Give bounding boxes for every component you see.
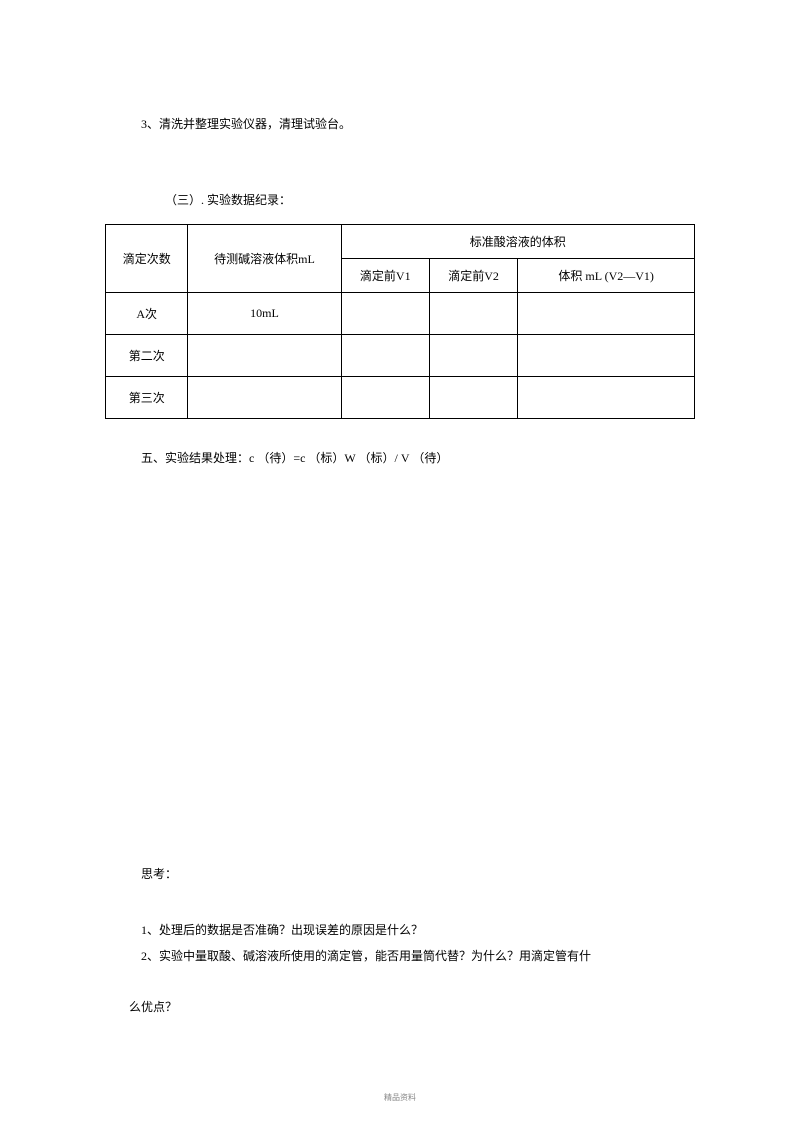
question-2-continued: 么优点？ — [105, 998, 695, 1016]
table-cell — [429, 293, 517, 335]
instruction-line: 3、清洗并整理实验仪器，清理试验台。 — [105, 115, 695, 133]
data-table: 滴定次数 待测碱溶液体积mL 标准酸溶液的体积 滴定前V1 滴定前V2 体积 m… — [105, 224, 695, 419]
table-cell — [188, 377, 341, 419]
table-cell — [341, 377, 429, 419]
table-cell — [188, 335, 341, 377]
thinking-heading: 思考： — [105, 865, 695, 883]
question-2: 2、实验中量取酸、碱溶液所使用的滴定管，能否用量筒代替？为什么？用滴定管有什 — [105, 947, 695, 965]
footer-watermark: 精品资料 — [0, 1092, 800, 1103]
question-1: 1、处理后的数据是否准确？出现误差的原因是什么？ — [105, 921, 695, 939]
table-subheader-volume: 体积 mL (V2—V1) — [518, 259, 695, 293]
table-cell — [518, 293, 695, 335]
table-cell — [518, 377, 695, 419]
result-processing: 五、实验结果处理：c （待）=c （标）W （标）/ V （待） — [105, 449, 695, 467]
table-cell — [341, 335, 429, 377]
section-heading: （三）. 实验数据纪录： — [105, 191, 695, 209]
table-header-volume: 待测碱溶液体积mL — [188, 225, 341, 293]
table-cell: 10mL — [188, 293, 341, 335]
table-subheader-v1: 滴定前V1 — [341, 259, 429, 293]
table-header-group: 标准酸溶液的体积 — [341, 225, 694, 259]
table-cell: 第二次 — [106, 335, 188, 377]
table-cell — [429, 377, 517, 419]
table-cell — [518, 335, 695, 377]
table-subheader-v2: 滴定前V2 — [429, 259, 517, 293]
table-header-count: 滴定次数 — [106, 225, 188, 293]
table-cell — [341, 293, 429, 335]
table-cell: 第三次 — [106, 377, 188, 419]
table-cell — [429, 335, 517, 377]
table-cell: A次 — [106, 293, 188, 335]
